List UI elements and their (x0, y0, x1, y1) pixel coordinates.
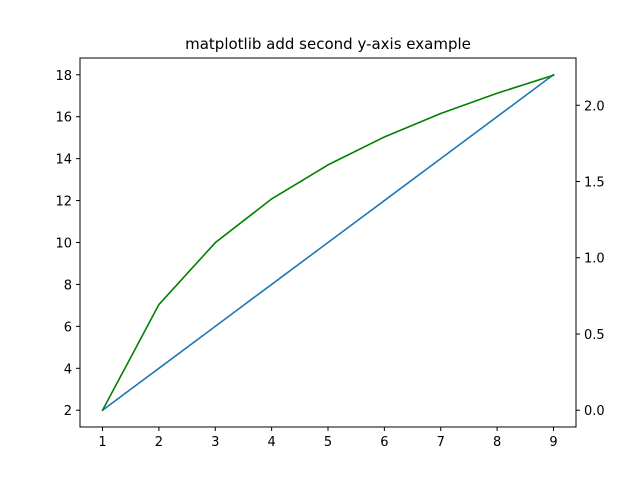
x-tick-label: 8 (493, 435, 501, 450)
x-tick-label: 2 (155, 435, 163, 450)
chart-title: matplotlib add second y-axis example (185, 35, 471, 53)
x-tick-label: 6 (380, 435, 388, 450)
x-tick-label: 5 (324, 435, 332, 450)
y2-tick-label: 0.0 (584, 404, 605, 419)
x-tick-label: 4 (267, 435, 275, 450)
y2-tick-label: 1.0 (584, 252, 605, 267)
y-tick-label: 12 (55, 195, 72, 210)
y-tick-label: 16 (55, 111, 72, 126)
y-tick-label: 14 (55, 153, 72, 168)
y-tick-label: 4 (64, 362, 72, 377)
series-line-left-axis (101, 73, 555, 412)
y2-tick-label: 2.0 (584, 99, 605, 114)
x-tick-label: 9 (549, 435, 557, 450)
plot-frame (79, 57, 577, 428)
x-tick-label: 1 (98, 435, 106, 450)
series-line-right-axis (101, 74, 555, 412)
y2-tick-label: 0.5 (584, 328, 605, 343)
y-tick-label: 10 (55, 237, 72, 252)
y-tick-label: 18 (55, 69, 72, 84)
y-tick-label: 2 (64, 404, 72, 419)
y-tick-label: 8 (64, 278, 72, 293)
y2-tick-label: 1.5 (584, 176, 605, 191)
x-tick-label: 7 (437, 435, 445, 450)
x-tick-label: 3 (211, 435, 219, 450)
y-tick-label: 6 (64, 320, 72, 335)
